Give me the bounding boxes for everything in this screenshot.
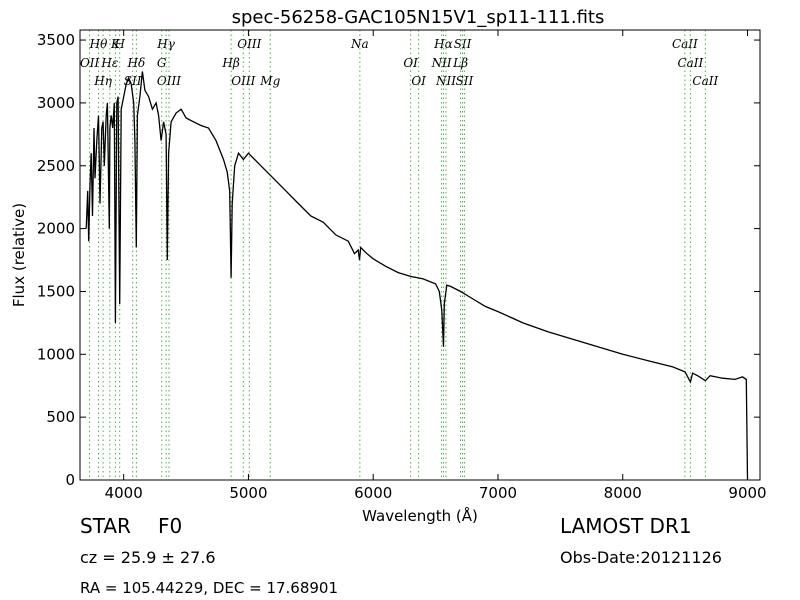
y-tick-label: 2000 [37,220,75,238]
spectrum-line [85,71,749,481]
y-tick-label: 1000 [37,345,75,363]
obs-date: Obs-Date:20121126 [560,548,722,567]
line-marker-label: Hη [93,74,112,88]
subclass: F0 [158,514,183,538]
line-marker-label: Hδ [127,56,146,70]
line-marker-label: OII [80,56,100,70]
line-marker-layer: Hθ OII Hη K Hε SII HHδ OIII Hγ G OIII OIII Hβ Mg Na OI O… [80,30,719,480]
x-tick-label: 8000 [604,484,642,502]
line-marker-label: Na [350,37,369,51]
line-marker-label: Hε [100,56,118,70]
line-marker-label: OI [403,56,418,70]
survey-label: LAMOST DR1 [560,514,692,538]
x-tick-label: 6000 [354,484,392,502]
x-axis-label: Wavelength (Å) [362,506,478,525]
line-marker-label: Hβ [221,56,239,70]
line-marker-label: OIII [237,37,261,51]
line-marker-label: CaII [672,37,698,51]
x-tick-label: 7000 [479,484,517,502]
chart-title: spec-56258-GAC105N15V1_sp11-111.fits [232,7,605,28]
line-marker-label: K [110,37,121,51]
y-tick-label: 500 [46,408,75,426]
redshift-readout: cz = 25.9 ± 27.6 [80,548,216,567]
line-marker-label: SII [456,74,474,88]
x-tick-label: 9000 [728,484,766,502]
line-marker-label: CaII [677,56,703,70]
object-type: STAR [80,514,131,538]
y-tick-label: 0 [65,471,75,489]
y-tick-label: 1500 [37,282,75,300]
x-tick-label: 4000 [105,484,143,502]
line-marker-label: NII [435,74,456,88]
line-marker-label: H [113,37,125,51]
line-marker-label: SII [454,37,472,51]
line-marker-label: Lβ [452,56,468,70]
line-marker-label: G [157,56,167,70]
line-marker-label: OIII [231,74,255,88]
plot-frame [79,29,761,481]
line-marker-label: OI [411,74,426,88]
y-tick-label: 2500 [37,157,75,175]
line-marker-label: CaII [692,74,718,88]
axis-layer: 4000 5000 6000 7000 8000 9000 0 500 1000 1500 2000… [37,30,767,502]
y-tick-label: 3500 [37,31,75,49]
x-tick-label: 5000 [229,484,267,502]
y-tick-label: 3000 [37,94,75,112]
line-marker-label: NII [431,56,452,70]
line-marker-label: Hα [433,37,453,51]
line-marker-label: Mg [259,74,280,88]
y-axis-label: Flux (relative) [10,203,28,307]
coordinates-readout: RA = 105.44229, DEC = 17.68901 [80,579,339,597]
line-marker-label: Hθ [89,37,108,51]
line-marker-label: OIII [157,74,181,88]
line-marker-label: Hγ [156,37,175,51]
